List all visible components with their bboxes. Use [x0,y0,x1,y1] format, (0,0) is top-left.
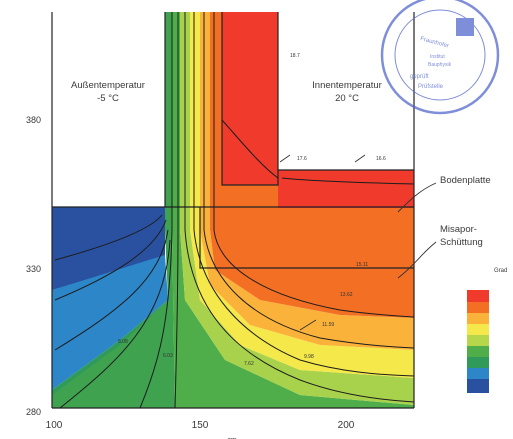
legend-swatch-6 [467,346,489,357]
fill-label-line2: Schüttung [440,237,483,248]
y-axis-ticks: 380 330 280 [26,115,41,417]
band-orange [210,12,414,318]
y-tick-330: 330 [26,264,41,274]
isotherm-label-7: 9.98 [304,354,314,360]
leader-lines [279,154,437,331]
legend-swatch-7 [467,357,489,368]
legend-swatch-5 [467,335,489,346]
stamp-line4: geprüft [410,74,429,80]
isotherm-label-2: 17.6 [297,156,307,162]
legend-swatch-1 [467,290,489,302]
isotherm-label-5: 13.62 [340,292,353,298]
x-tick-150: 150 [192,420,209,431]
isotherm-lines [54,12,415,409]
fill-label-line1: Misapor- [440,224,477,235]
isotherm-label-3: 16.6 [376,156,386,162]
inside-temperature-label: Innentemperatur [312,80,382,91]
construction-outlines [51,12,415,409]
x-tick-200: 200 [338,420,355,431]
color-legend [467,290,489,393]
isotherm-bands [52,12,414,408]
inside-temperature-value: 20 °C [335,93,359,104]
stamp-line1: Fraunhofer [419,36,449,49]
grad-label: Grad [494,268,507,274]
isotherm-label-8: 8.08 [118,339,128,345]
x-axis-cut-label: cm [227,437,237,439]
isotherm-value-labels: 18.7 17.6 16.6 15.11 13.62 11.59 9.98 8.… [118,53,386,367]
legend-swatch-9 [467,379,489,393]
stamp-line5: Prüfstelle [418,84,444,90]
isotherm-label-4: 15.11 [356,262,368,268]
legend-swatch-2 [467,302,489,313]
isotherm-label-9: 6.03 [163,353,173,359]
y-tick-380: 380 [26,115,41,125]
stamp-line2: Institut [430,54,445,60]
stamp-logo [456,18,474,36]
band-dark-blue [52,207,165,290]
x-tick-100: 100 [46,420,63,431]
stamp-line3: Bauphysik [428,62,452,68]
legend-swatch-3 [467,313,489,324]
floor-slab-label: Bodenplatte [440,175,491,186]
outside-temperature-value: -5 °C [97,93,119,104]
x-axis-ticks: 100 150 200 [46,420,355,431]
inside-air-region [278,12,414,170]
band-red [222,12,414,208]
legend-swatch-4 [467,324,489,335]
outside-air-region [52,12,165,207]
isotherm-label-10: 7.62 [244,361,254,367]
isotherm-label-1: 18.7 [290,53,300,59]
outside-temperature-label: Außentemperatur [71,80,145,91]
isotherm-label-6: 11.59 [322,322,334,328]
legend-swatch-8 [467,368,489,379]
band-green-2 [172,12,414,408]
band-green-1 [52,12,175,408]
y-tick-280: 280 [26,407,41,417]
